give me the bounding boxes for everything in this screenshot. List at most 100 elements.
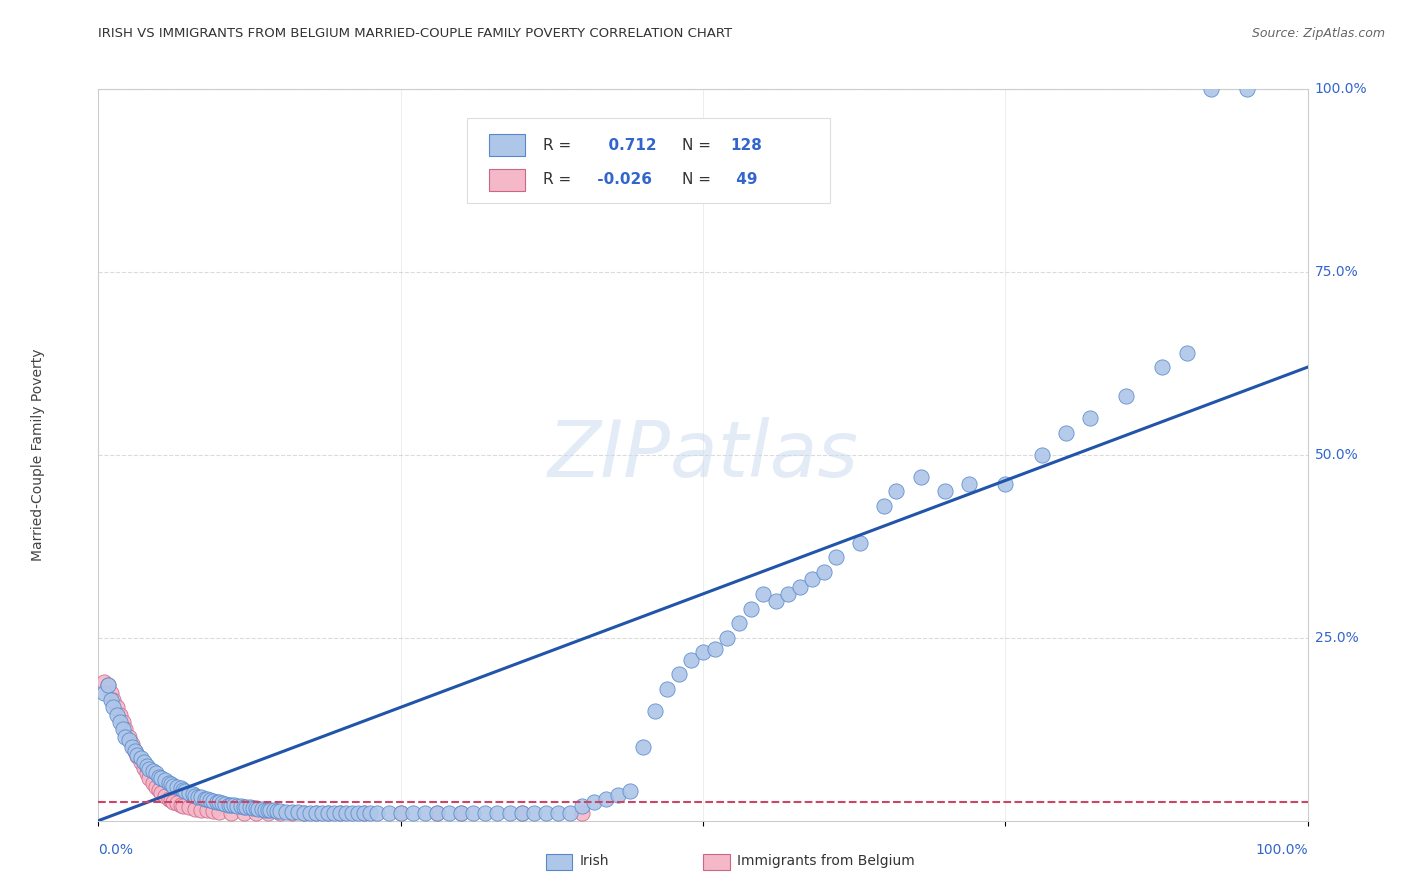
Point <box>366 806 388 821</box>
Point <box>259 804 281 818</box>
Point <box>93 686 115 700</box>
Point <box>353 806 375 821</box>
Point <box>692 645 714 659</box>
Point <box>547 806 569 821</box>
Point <box>235 800 257 814</box>
Point <box>150 771 173 785</box>
Point <box>1152 360 1174 375</box>
Point <box>114 730 136 744</box>
Point <box>121 740 143 755</box>
Point <box>776 587 799 601</box>
Point <box>1199 82 1222 96</box>
Point <box>218 797 240 812</box>
Point <box>450 806 472 821</box>
Point <box>800 572 823 586</box>
Point <box>644 704 666 718</box>
Point <box>463 806 485 821</box>
Point <box>162 795 184 809</box>
Point <box>377 806 399 821</box>
Point <box>263 804 285 818</box>
Point <box>93 674 115 689</box>
Point <box>607 788 630 802</box>
Text: 100.0%: 100.0% <box>1315 82 1367 96</box>
Point <box>190 790 212 805</box>
Point <box>208 796 231 810</box>
Point <box>329 806 352 821</box>
Point <box>292 805 315 820</box>
Point <box>127 747 149 762</box>
Point <box>510 806 533 821</box>
Point <box>127 749 149 764</box>
Point <box>118 733 141 747</box>
Point <box>190 803 212 817</box>
Point <box>287 805 309 819</box>
Point <box>389 806 412 821</box>
Point <box>849 535 872 549</box>
Point <box>910 470 932 484</box>
Point <box>765 594 787 608</box>
Text: 0.712: 0.712 <box>598 138 657 153</box>
Point <box>195 792 218 806</box>
Point <box>323 806 346 821</box>
Point <box>813 565 835 579</box>
Point <box>105 707 128 722</box>
Point <box>316 806 339 821</box>
Point <box>114 723 136 737</box>
Point <box>655 681 678 696</box>
Point <box>254 803 277 817</box>
Point <box>124 744 146 758</box>
Point <box>157 775 180 789</box>
Point <box>169 781 191 796</box>
Point <box>187 789 209 804</box>
Point <box>1031 448 1053 462</box>
Point <box>172 783 194 797</box>
Point <box>153 789 176 803</box>
Point <box>298 805 321 820</box>
Point <box>226 799 249 814</box>
Point <box>886 484 908 499</box>
Point <box>105 700 128 714</box>
Point <box>534 806 557 821</box>
Point <box>184 789 207 803</box>
Point <box>450 806 472 821</box>
Bar <box>546 854 572 870</box>
Point <box>101 700 124 714</box>
Point <box>583 796 606 810</box>
Text: 49: 49 <box>731 172 758 187</box>
Point <box>160 793 183 807</box>
Point <box>619 784 641 798</box>
Point <box>242 801 264 815</box>
Point <box>437 806 460 821</box>
Point <box>274 805 297 819</box>
Point <box>177 800 201 814</box>
Point <box>211 796 233 810</box>
Point <box>142 764 165 778</box>
Text: R =: R = <box>543 172 572 187</box>
Text: R =: R = <box>543 138 572 153</box>
Point <box>101 693 124 707</box>
Point <box>728 616 751 631</box>
Point <box>221 798 243 813</box>
Point <box>150 786 173 800</box>
Point <box>194 791 217 805</box>
Point <box>135 758 157 772</box>
Point <box>129 751 152 765</box>
Point <box>558 806 581 821</box>
Point <box>474 806 496 821</box>
Point <box>198 793 221 807</box>
Text: 50.0%: 50.0% <box>1315 448 1358 462</box>
Point <box>1078 411 1101 425</box>
Point <box>181 787 204 801</box>
Point <box>571 806 593 821</box>
Text: IRISH VS IMMIGRANTS FROM BELGIUM MARRIED-COUPLE FAMILY POVERTY CORRELATION CHART: IRISH VS IMMIGRANTS FROM BELGIUM MARRIED… <box>98 27 733 40</box>
Text: -0.026: -0.026 <box>592 172 652 187</box>
Point <box>245 806 267 821</box>
Point <box>148 783 170 797</box>
Text: Married-Couple Family Poverty: Married-Couple Family Poverty <box>31 349 45 561</box>
Point <box>389 806 412 821</box>
Text: ZIPatlas: ZIPatlas <box>547 417 859 493</box>
Point <box>108 707 131 722</box>
Text: Immigrants from Belgium: Immigrants from Belgium <box>737 854 915 868</box>
Point <box>172 799 194 814</box>
Point <box>316 806 339 821</box>
